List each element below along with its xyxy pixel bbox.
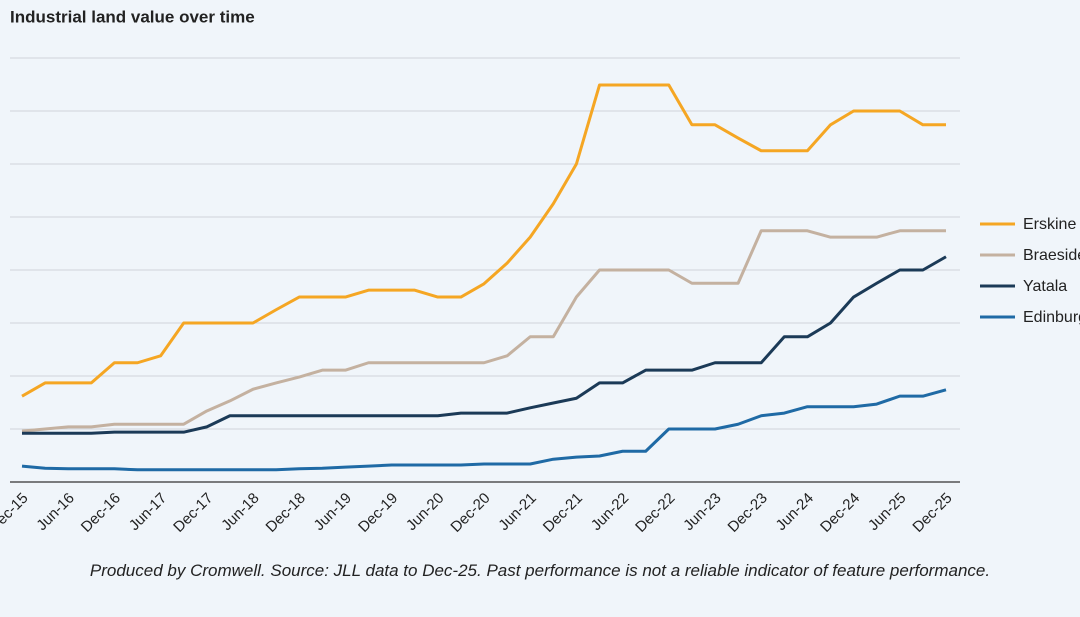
series-line [21,83,946,398]
x-tick-label: Dec-22 [632,490,678,536]
x-tick-label: Jun-25 [865,490,909,534]
x-tick-label: Jun-17 [126,490,170,534]
series-line [21,229,946,433]
x-tick-label: Dec-21 [540,490,586,536]
x-tick-label: Jun-18 [218,490,262,534]
x-tick-label: Jun-24 [773,490,817,534]
x-tick-label: Jun-19 [311,490,355,534]
x-tick-label: Jun-23 [680,490,724,534]
legend-label: Edinburgh Parks [1023,309,1080,326]
x-tick-label: Dec-23 [725,490,771,536]
legend-label: Braeside [1023,247,1080,264]
x-tick-label: Jun-20 [403,490,447,534]
x-tick-label: Jun-16 [33,490,77,534]
x-tick-label: Dec-20 [447,490,493,536]
series-line [22,255,947,435]
legend-label: Erskine Park [1023,216,1080,233]
x-tick-label: Dec-18 [263,490,309,536]
legend-label: Yatala [1023,278,1067,295]
x-tick-label: Dec-19 [355,490,401,536]
x-tick-label: Dec-17 [170,490,216,536]
series-line [21,388,947,472]
x-tick-label: Jun-21 [495,490,539,534]
footnote: Produced by Cromwell. Source: JLL data t… [89,561,991,580]
x-tick-label: Dec-25 [909,490,955,536]
x-tick-label: Dec-16 [78,490,124,536]
chart-title: Industrial land value over time [10,7,255,26]
x-tick-label: Jun-22 [588,490,632,534]
x-tick-label: Dec-24 [817,490,863,536]
x-tick-label: Dec-15 [0,490,32,536]
